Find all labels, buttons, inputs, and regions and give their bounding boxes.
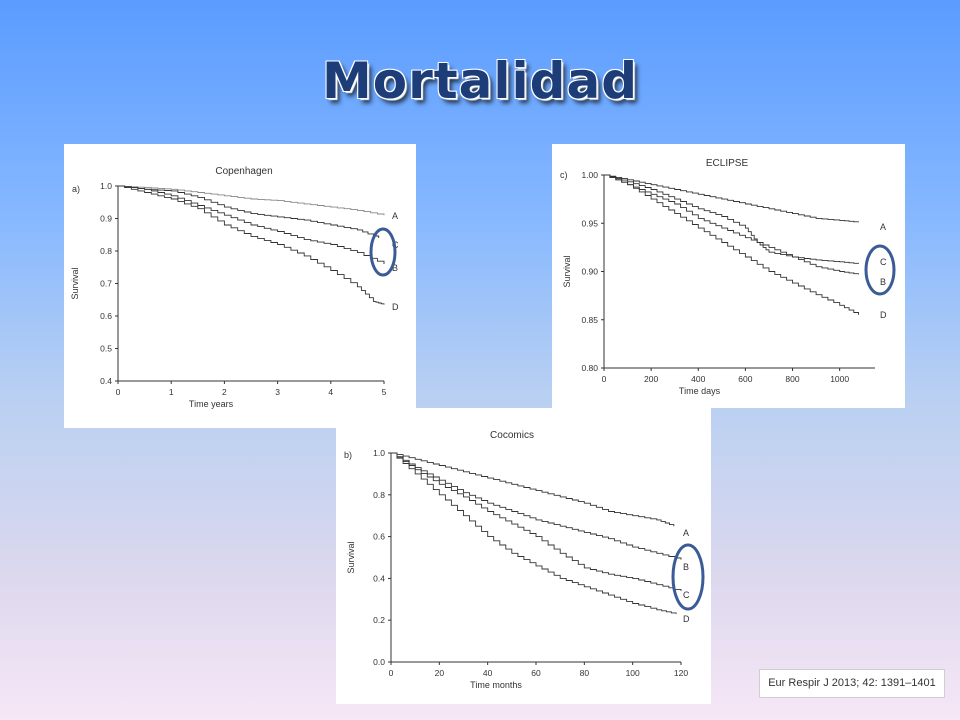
y-tick-label: 1.0 (373, 448, 385, 458)
series-line-c (391, 452, 682, 591)
y-tick-label: 0.9 (100, 214, 112, 224)
x-tick-label: 60 (531, 668, 541, 678)
slide-title: Mortalidad (321, 52, 638, 110)
x-tick-label: 40 (483, 668, 493, 678)
y-tick-label: 0.80 (581, 363, 598, 373)
chart-title: Copenhagen (215, 166, 272, 177)
y-tick-label: 0.85 (581, 315, 598, 325)
y-tick-label: 0.8 (373, 490, 385, 500)
highlight-ellipse (369, 227, 397, 277)
chart-panel-copenhagen: Copenhagen a) 0.4 0.5 0.6 0.7 0.8 0.9 1.0 0 1 2 3 4 5 T… (64, 144, 416, 428)
series-label-d: D (683, 614, 690, 624)
y-tick-label: 0.6 (100, 311, 112, 321)
series-label-a: A (392, 211, 398, 221)
chart-panel-cocomics: Cocomics b) 0.0 0.2 0.4 0.6 0.8 1.0 0 20 40 60 80 100… (336, 408, 711, 704)
x-tick-label: 120 (674, 668, 688, 678)
y-axis-label: Survival (562, 255, 572, 287)
highlight-ellipse (671, 543, 705, 611)
chart-title: ECLIPSE (706, 158, 749, 169)
chart-svg: ECLIPSE c) 0.80 0.85 0.90 0.95 1.00 0 200 400 600 8… (560, 158, 896, 396)
x-tick-label: 200 (644, 374, 658, 384)
x-tick-label: 0 (602, 374, 607, 384)
x-tick-label: 3 (275, 387, 280, 397)
x-axis-label: Time months (470, 680, 522, 690)
y-axis-label: Survival (70, 267, 80, 299)
x-tick-label: 800 (785, 374, 799, 384)
highlight-ellipse (864, 244, 896, 296)
series-label-c: C (683, 590, 690, 600)
y-tick-label: 0.8 (100, 246, 112, 256)
x-tick-label: 100 (626, 668, 640, 678)
x-tick-label: 0 (389, 668, 394, 678)
citation: Eur Respir J 2013; 42: 1391–1401 (759, 669, 945, 698)
y-tick-label: 0.0 (373, 657, 385, 667)
y-tick-label: 0.95 (581, 218, 598, 228)
x-tick-label: 2 (222, 387, 227, 397)
y-tick-label: 1.0 (100, 181, 112, 191)
series-label-d: D (880, 310, 887, 320)
x-tick-label: 5 (382, 387, 387, 397)
series-line-a (391, 452, 675, 527)
y-tick-label: 0.4 (100, 376, 112, 386)
panel-label: c) (560, 170, 568, 180)
series-line-a (604, 174, 859, 223)
series-label-b: B (880, 277, 886, 287)
y-tick-label: 0.5 (100, 344, 112, 354)
series-line-c (118, 185, 380, 238)
x-tick-label: 20 (435, 668, 445, 678)
y-tick-label: 0.4 (373, 573, 385, 583)
x-tick-label: 1000 (830, 374, 849, 384)
series-label-b: B (392, 263, 398, 273)
series-line-b (604, 174, 859, 275)
y-tick-label: 1.00 (581, 170, 598, 180)
series-line-d (391, 452, 677, 614)
series-label-a: A (880, 222, 886, 232)
x-tick-label: 80 (580, 668, 590, 678)
series-line-b (391, 452, 682, 560)
y-axis-label: Survival (346, 541, 356, 573)
chart-title: Cocomics (490, 430, 534, 441)
series-line-d (604, 174, 859, 315)
x-tick-label: 4 (328, 387, 333, 397)
y-tick-label: 0.2 (373, 615, 385, 625)
chart-svg: Cocomics b) 0.0 0.2 0.4 0.6 0.8 1.0 0 20 40 60 80 100… (344, 430, 705, 690)
series-line-b (118, 185, 385, 264)
chart-panel-eclipse: ECLIPSE c) 0.80 0.85 0.90 0.95 1.00 0 200 400 600 8… (552, 144, 905, 408)
series-line-a (118, 185, 385, 216)
x-tick-label: 1 (169, 387, 174, 397)
y-tick-label: 0.7 (100, 279, 112, 289)
x-axis-label: Time years (189, 399, 234, 409)
series-line-c (604, 174, 859, 264)
series-label-c: C (880, 257, 887, 267)
x-tick-label: 600 (738, 374, 752, 384)
x-axis-label: Time days (679, 386, 721, 396)
chart-svg: Copenhagen a) 0.4 0.5 0.6 0.7 0.8 0.9 1.0 0 1 2 3 4 5 T… (70, 166, 399, 409)
series-label-d: D (392, 302, 399, 312)
x-tick-label: 400 (691, 374, 705, 384)
series-label-b: B (683, 562, 689, 572)
y-tick-label: 0.6 (373, 532, 385, 542)
series-line-d (118, 185, 385, 305)
series-label-a: A (683, 528, 689, 538)
panel-label: b) (344, 450, 352, 460)
panel-label: a) (72, 184, 80, 194)
y-tick-label: 0.90 (581, 267, 598, 277)
x-tick-label: 0 (116, 387, 121, 397)
